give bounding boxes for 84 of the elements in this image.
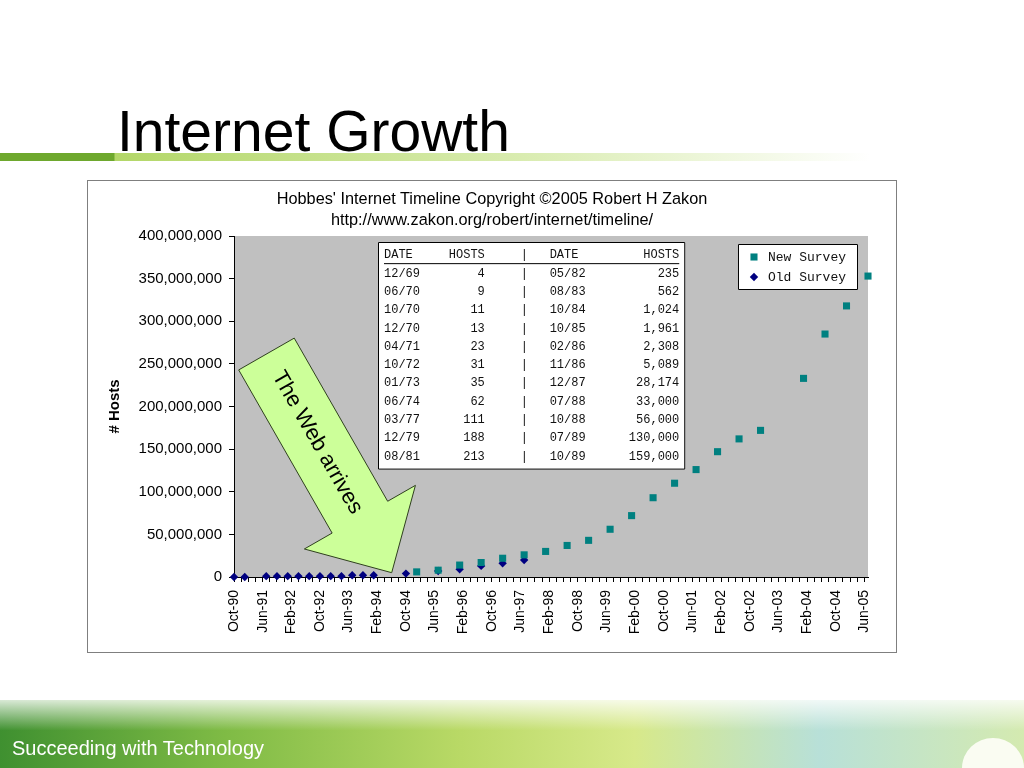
x-tick-label: Oct-00: [654, 589, 671, 633]
point: [326, 571, 335, 581]
x-tick-label: Jun-95: [425, 589, 442, 633]
annotation: 10/70 11 | 10/84 1,024: [384, 303, 680, 318]
x-tick-label: Oct-04: [826, 589, 843, 633]
point: [799, 374, 808, 382]
y-tick-label: 350,000,000: [138, 268, 222, 286]
point: [283, 571, 292, 581]
text: http://www.zakon.org/robert/internet/timeline/: [330, 210, 654, 229]
legend-label: Old Survey: [767, 270, 847, 286]
x-tick-label: Jun-93: [339, 589, 356, 633]
y-tick-label: 300,000,000: [138, 311, 222, 329]
y-tick-label: 0: [213, 567, 222, 585]
y-tick-label: 250,000,000: [138, 354, 222, 372]
annotation: 03/77 111 | 10/88 56,000: [384, 413, 680, 428]
x-tick-label: Feb-92: [282, 589, 299, 635]
point: [456, 561, 464, 569]
point: [499, 554, 507, 562]
y-tick-label: 200,000,000: [138, 396, 222, 414]
y-axis-title: # Hosts: [105, 379, 123, 434]
point: [563, 541, 571, 549]
annotation: 10/72 31 | 11/86 5,089: [384, 358, 680, 373]
point: [628, 512, 636, 520]
x-tick-label: Feb-02: [712, 589, 728, 635]
annotation: 12/79 188 | 07/89 130,000: [384, 431, 680, 446]
x-tick-label: Feb-96: [454, 589, 471, 635]
x-tick-label: Feb-98: [540, 589, 557, 635]
y-tick-label: 50,000,000: [146, 524, 222, 542]
annotation: 08/81 213 | 10/89 159,000: [384, 449, 680, 464]
point: [649, 494, 657, 502]
annotation: 06/70 9 | 08/83 562: [384, 284, 680, 299]
point: [714, 448, 722, 456]
x-tick-label: Oct-90: [224, 589, 241, 633]
point: [305, 571, 314, 581]
x-tick-label: Feb-04: [797, 589, 814, 635]
y-tick-label: 400,000,000: [138, 226, 222, 244]
x-tick-label: Oct-94: [396, 589, 413, 633]
x-tick-label: Oct-92: [310, 589, 327, 633]
chart-subtitle: Hobbes' Internet Timeline Copyright ©2005 Robert H Zakon: [276, 189, 708, 208]
point: [842, 302, 851, 310]
x-tick-label: Oct-98: [568, 589, 585, 633]
x-tick-label: Feb-00: [626, 589, 643, 635]
point: [757, 426, 765, 434]
legend-label: New Survey: [767, 250, 847, 266]
y-tick-label: 100,000,000: [138, 481, 222, 499]
point: [401, 569, 411, 578]
point: [337, 571, 346, 581]
x-tick-label: Oct-96: [482, 589, 499, 633]
x-tick-label: Jun-97: [511, 589, 528, 633]
point: [294, 571, 303, 581]
x-tick-label: Jun-91: [253, 589, 270, 633]
point: [864, 272, 872, 280]
point: [315, 571, 325, 581]
point: [477, 558, 485, 567]
x-tick-label: Feb-94: [368, 589, 385, 635]
point: [358, 571, 368, 580]
x-tick-label: Jun-99: [597, 589, 614, 633]
point: [735, 435, 743, 443]
point: [272, 571, 282, 581]
y-tick-label: 150,000,000: [138, 439, 222, 457]
annotation: DATE HOSTS | DATE HOSTS: [384, 248, 680, 263]
point: [821, 330, 829, 338]
point: [369, 571, 378, 580]
x-tick-label: Jun-05: [855, 589, 872, 633]
point: [585, 536, 593, 544]
annotation: 04/71 23 | 02/86 2,308: [384, 339, 680, 354]
annotation: 12/69 4 | 05/82 235: [384, 266, 680, 281]
point: [413, 568, 421, 576]
annotation: 01/73 35 | 12/87 28,174: [384, 376, 680, 391]
point: [671, 479, 679, 487]
point: [692, 466, 700, 474]
text: Succeeding with Technology: [12, 736, 265, 760]
point: [542, 547, 550, 555]
annotation: 06/74 62 | 07/88 33,000: [384, 394, 680, 409]
annotation: 12/70 13 | 10/85 1,961: [384, 321, 680, 336]
point: [262, 571, 271, 581]
point: [348, 571, 357, 580]
point: [240, 572, 249, 582]
point: [520, 551, 528, 559]
x-tick-label: Jun-01: [683, 589, 700, 633]
point: [606, 525, 614, 533]
chart-title: Internet Growth: [117, 99, 510, 163]
x-tick-label: Oct-02: [740, 589, 757, 633]
x-tick-label: Jun-03: [769, 589, 786, 633]
